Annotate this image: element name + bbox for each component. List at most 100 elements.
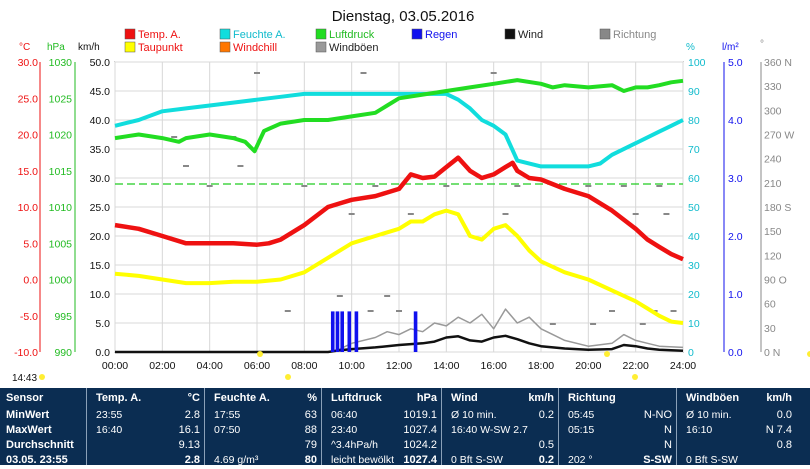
temp-tick-0: 30.0 xyxy=(18,57,39,69)
legend-label-7: Wind xyxy=(518,29,543,41)
stats-head-dir: Richtung xyxy=(568,390,676,407)
stats-value: 0.8 xyxy=(776,439,792,451)
stats-cell-temp-3: 2.8 xyxy=(96,452,204,469)
rain-tick-0: 5.0 xyxy=(728,57,743,69)
legend-swatch-0 xyxy=(124,28,136,40)
wind-tick-8: 10.0 xyxy=(90,289,111,301)
x-tick-10: 20:00 xyxy=(575,360,601,372)
axis-unit-labels: °C hPa km/h % l/m² ° xyxy=(19,39,764,53)
wind-tick-7: 15.0 xyxy=(90,260,111,272)
dir-axis-label: ° xyxy=(760,39,764,50)
column-separator-5 xyxy=(558,388,559,465)
stats-head-unit: hPa xyxy=(416,392,437,404)
stats-value: 1024.2 xyxy=(403,439,437,451)
stats-value: N 7.4 xyxy=(765,424,792,436)
weather-chart: Dienstag, 03.05.2016 Temp. A.Taupunkt Feu… xyxy=(12,8,810,384)
stats-sub: 16:10 xyxy=(686,424,713,436)
dir-tick-5: 210 xyxy=(764,178,782,190)
dir-tick-3: 270 W xyxy=(764,130,794,142)
hum-tick-5: 50 xyxy=(688,202,700,214)
dir-tick-10: 60 xyxy=(764,299,776,311)
stats-value: 80 xyxy=(304,454,317,466)
stats-value: 0.2 xyxy=(538,454,554,466)
wind-tick-2: 40.0 xyxy=(90,115,111,127)
rain-tick-3: 2.0 xyxy=(728,231,743,243)
hum-tick-4: 60 xyxy=(688,173,700,185)
stats-row-label: MaxWert xyxy=(6,424,52,436)
stats-cell-hum-2: 79 xyxy=(214,437,321,454)
press-tick-3: 1015 xyxy=(49,166,73,178)
legend-swatch-6 xyxy=(411,28,423,40)
dir-tick-12: 0 N xyxy=(764,347,780,359)
stats-col-gust: Windböen km/h Ø 10 min. 0.0 16:10 N 7.4 0.8 0 B… xyxy=(686,388,796,466)
stats-sub: 4.69 g/m³ xyxy=(214,454,259,466)
time-dot-1 xyxy=(285,374,291,380)
x-tick-6: 12:00 xyxy=(386,360,412,372)
current-time: 14:43 xyxy=(12,373,37,384)
legend-swatch-4 xyxy=(315,28,327,40)
stats-sub: 07:50 xyxy=(214,424,241,436)
column-separator-4 xyxy=(441,388,442,465)
stats-sub: 0 Bft S-SW xyxy=(686,454,738,466)
stats-head-label: Richtung xyxy=(568,392,616,404)
legend-label-8: Richtung xyxy=(613,29,656,41)
stats-sub: 05:15 xyxy=(568,424,595,436)
stats-cell-sensor-2: Durchschnitt xyxy=(6,437,86,454)
legend-swatch-3 xyxy=(219,41,231,53)
wind-tick-0: 50.0 xyxy=(90,57,111,69)
press-tick-7: 995 xyxy=(54,311,72,323)
stats-col-press: Luftdruck hPa 06:40 1019.1 23:40 1027.4 ^3.4hP… xyxy=(331,388,441,466)
stats-cell-hum-3: 4.69 g/m³ 80 xyxy=(214,452,321,469)
stats-value: 1027.4 xyxy=(403,424,437,436)
stats-head-unit: % xyxy=(307,392,317,404)
dir-tick-8: 120 xyxy=(764,250,782,262)
x-tick-0: 00:00 xyxy=(102,360,128,372)
stats-value: S-SW xyxy=(643,454,672,466)
stats-cell-press-1: 23:40 1027.4 xyxy=(331,422,441,439)
hum-tick-1: 90 xyxy=(688,86,700,98)
rain-axis-label: l/m² xyxy=(722,42,739,53)
rain-bar-0 xyxy=(330,311,335,352)
time-dot-0 xyxy=(39,374,45,380)
stats-cell-press-2: ^3.4hPa/h 1024.2 xyxy=(331,437,441,454)
statistics-table: Sensor MinWert MaxWert Durchschnitt 03.05. 2… xyxy=(0,388,810,466)
stats-value: 16.1 xyxy=(178,424,200,436)
stats-col-wind: Wind km/h Ø 10 min. 0.2 16:40 W-SW 2.7 0.5 0 B… xyxy=(451,388,558,466)
stats-head-label: Windböen xyxy=(686,392,740,404)
press-tick-4: 1010 xyxy=(49,202,73,214)
legend-label-6: Regen xyxy=(425,29,457,41)
hum-tick-10: 0 xyxy=(688,347,694,359)
series-windboeen xyxy=(115,308,684,353)
column-separator-6 xyxy=(676,388,677,465)
legend-label-5: Windböen xyxy=(329,42,379,54)
stats-cell-gust-2: 0.8 xyxy=(686,437,796,454)
chart-title: Dienstag, 03.05.2016 xyxy=(332,8,475,25)
wind-tick-3: 35.0 xyxy=(90,144,111,156)
temp-tick-3: 15.0 xyxy=(18,166,39,178)
column-separator-3 xyxy=(321,388,322,465)
x-tick-1: 02:00 xyxy=(149,360,175,372)
series-taupunkt xyxy=(114,208,684,325)
hum-tick-3: 70 xyxy=(688,144,700,156)
stats-cell-temp-1: 16:40 16.1 xyxy=(96,422,204,439)
temp-tick-1: 25.0 xyxy=(18,93,39,105)
stats-cell-temp-2: 9.13 xyxy=(96,437,204,454)
stats-head-gust: Windböen km/h xyxy=(686,390,796,407)
series-luftdruck xyxy=(114,78,684,154)
dir-tick-9: 90 O xyxy=(764,275,787,287)
stats-cell-temp-0: 23:55 2.8 xyxy=(96,407,204,424)
series-wind xyxy=(115,334,684,354)
series-feuchte xyxy=(114,91,684,169)
stats-sub: ^3.4hPa/h xyxy=(331,439,378,451)
wind-tick-5: 25.0 xyxy=(90,202,111,214)
dir-tick-0: 360 N xyxy=(764,57,792,69)
dir-tick-2: 300 xyxy=(764,105,782,117)
press-tick-5: 1005 xyxy=(49,238,73,250)
stats-value: N xyxy=(664,424,672,436)
temp-tick-5: 5.0 xyxy=(23,238,38,250)
legend-label-3: Windchill xyxy=(233,42,277,54)
stats-head-wind: Wind km/h xyxy=(451,390,558,407)
stats-value: 9.13 xyxy=(178,439,200,451)
press-tick-6: 1000 xyxy=(49,275,73,287)
rain-bar-5 xyxy=(413,311,418,352)
